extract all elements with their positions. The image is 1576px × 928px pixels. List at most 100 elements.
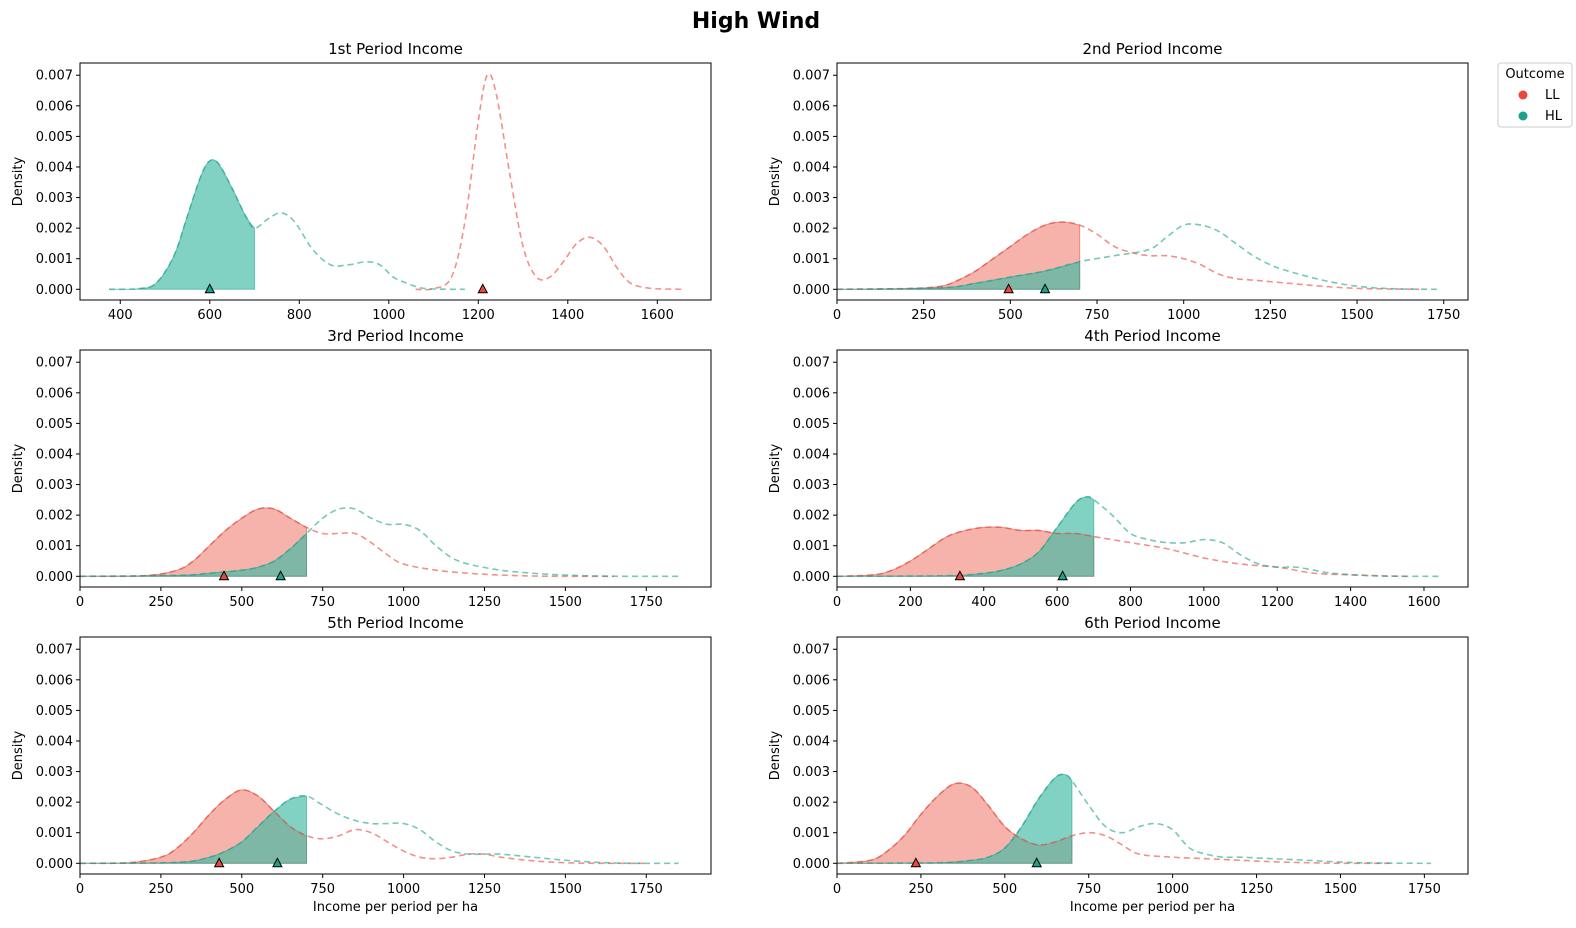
x-tick-label: 500 (229, 595, 254, 610)
x-tick-label: 1250 (1240, 882, 1273, 897)
plot-area (109, 73, 685, 291)
legend-label-hl: HL (1545, 109, 1563, 124)
y-tick-label: 0.006 (36, 386, 73, 401)
x-tick-label: 1000 (387, 595, 420, 610)
density-curve-hl (837, 773, 1432, 865)
y-tick-label: 0.004 (793, 160, 830, 175)
y-tick-label: 0.006 (793, 99, 830, 114)
panel-title: 1st Period Income (328, 40, 463, 58)
y-tick-label: 0.007 (36, 356, 73, 371)
axes-frame (836, 349, 1469, 588)
x-tick-label: 600 (197, 308, 222, 323)
x-tick-label: 1000 (1187, 595, 1220, 610)
x-tick-label: 1250 (468, 595, 501, 610)
y-axis-label: Density (768, 730, 783, 780)
x-tick-label: 0 (76, 595, 84, 610)
y-tick-label: 0.000 (36, 283, 73, 298)
y-tick-label: 0.006 (793, 386, 830, 401)
legend-frame (1497, 62, 1573, 128)
median-marker-hl (272, 857, 283, 868)
y-tick-label: 0.005 (36, 704, 73, 719)
y-tick-label: 0.005 (793, 704, 830, 719)
y-tick-label: 0.007 (793, 356, 830, 371)
y-axis-label: Density (768, 443, 783, 493)
median-marker-ll (213, 857, 225, 868)
plot-area (80, 507, 682, 578)
y-tick-label: 0.001 (36, 539, 73, 554)
y-tick-label: 0.003 (793, 765, 830, 780)
legend-label-ll: LL (1545, 88, 1560, 103)
figure-title: High Wind (692, 9, 820, 34)
panel-1: 1st Period Income Density 0.000 0.001 0.002 0… (11, 40, 712, 323)
y-tick-label: 0.006 (793, 673, 830, 688)
x-tick-label: 1000 (1167, 308, 1200, 323)
x-axis-label: Income per period per ha (313, 900, 478, 915)
x-tick-label: 1250 (468, 882, 501, 897)
y-axis-label: Density (11, 443, 26, 493)
y-tick-label: 0.002 (793, 509, 830, 524)
y-tick-label: 0.002 (793, 796, 830, 811)
panel-title: 4th Period Income (1084, 327, 1220, 345)
panel-2: 2nd Period Income Density 0.000 0.001 0.002 0… (768, 40, 1469, 323)
x-tick-label: 250 (908, 882, 933, 897)
density-fill-hl (109, 159, 256, 290)
y-tick-label: 0.005 (793, 417, 830, 432)
x-tick-label: 250 (148, 882, 173, 897)
x-tick-label: 400 (108, 308, 133, 323)
y-tick-label: 0.001 (36, 252, 73, 267)
y-tick-label: 0.003 (793, 191, 830, 206)
panel-6: 6th Period Income Density Income per perio… (768, 614, 1469, 915)
panel-title: 6th Period Income (1084, 614, 1220, 632)
panel-5: 5th Period Income Density Income per perio… (11, 614, 712, 915)
y-tick-label: 0.004 (36, 160, 73, 175)
median-marker-hl (1031, 857, 1043, 868)
x-tick-label: 1000 (372, 308, 405, 323)
median-marker-ll (1003, 283, 1014, 294)
x-tick-label: 750 (1076, 882, 1101, 897)
y-tick-label: 0.004 (793, 447, 830, 462)
legend-marker-hl (1518, 111, 1528, 121)
median-marker-hl (275, 570, 286, 581)
x-tick-label: 750 (1085, 308, 1110, 323)
x-tick-label: 400 (971, 595, 996, 610)
panel-title: 5th Period Income (327, 614, 463, 632)
x-tick-label: 600 (1045, 595, 1070, 610)
plot-area (80, 789, 679, 865)
density-curve-hl (80, 507, 682, 578)
x-tick-label: 0 (833, 595, 841, 610)
x-tick-label: 500 (992, 882, 1017, 897)
x-tick-label: 750 (310, 595, 335, 610)
x-tick-label: 1600 (641, 308, 674, 323)
y-tick-label: 0.000 (793, 283, 830, 298)
axes-frame (79, 636, 712, 875)
panel-title: 3rd Period Income (327, 327, 463, 345)
x-tick-label: 200 (898, 595, 923, 610)
density-curve-hl (837, 495, 1439, 578)
y-tick-label: 0.007 (793, 643, 830, 658)
x-tick-label: 0 (833, 882, 841, 897)
legend-title: Outcome (1505, 67, 1564, 82)
median-marker-ll (954, 570, 966, 581)
x-tick-label: 800 (287, 308, 312, 323)
axes-frame (836, 636, 1469, 875)
x-tick-label: 1750 (1408, 882, 1441, 897)
y-tick-label: 0.007 (36, 69, 73, 84)
panel-3: 3rd Period Income Density 0.000 0.001 0.002 0… (11, 327, 712, 610)
x-tick-label: 750 (310, 882, 335, 897)
x-tick-label: 1600 (1407, 595, 1440, 610)
x-tick-label: 1400 (1334, 595, 1367, 610)
x-tick-label: 500 (998, 308, 1023, 323)
y-tick-label: 0.000 (793, 570, 830, 585)
y-axis-label: Density (11, 730, 26, 780)
y-tick-label: 0.000 (36, 857, 73, 872)
legend-marker-ll (1518, 90, 1528, 100)
median-marker-ll (218, 570, 230, 581)
density-curve-ll (837, 526, 1410, 578)
panel-4: 4th Period Income Density 0.000 0.001 0.002 0… (768, 327, 1469, 610)
y-tick-label: 0.003 (36, 478, 73, 493)
density-curve-hl (837, 223, 1437, 291)
y-tick-label: 0.007 (793, 69, 830, 84)
x-tick-label: 1200 (1261, 595, 1294, 610)
x-tick-label: 1750 (630, 882, 663, 897)
